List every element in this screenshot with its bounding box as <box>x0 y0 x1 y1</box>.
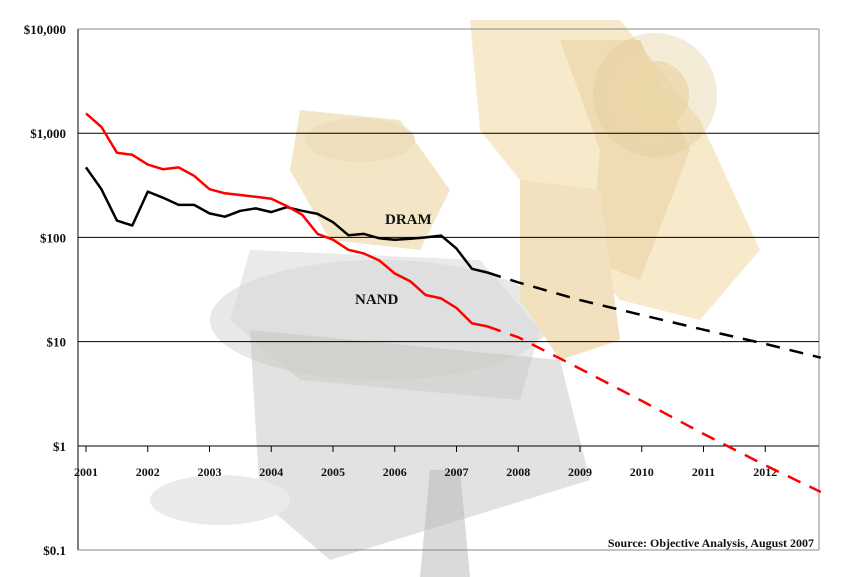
series-lines <box>84 112 822 494</box>
x-tick-label: 2002 <box>136 465 160 479</box>
y-tick-labels: $10,000 $1,000 $100 $10 $1 $0.1 <box>24 22 66 558</box>
x-tick-label: 2005 <box>321 465 345 479</box>
y-tick-label: $10,000 <box>24 22 66 37</box>
y-tick-label: $1 <box>53 439 66 454</box>
y-tick-label: $1,000 <box>30 126 66 141</box>
nand-annotation: NAND <box>355 292 398 308</box>
x-tick-label: 2009 <box>568 465 592 479</box>
x-tick-label: 2003 <box>198 465 222 479</box>
plot-area <box>77 28 820 551</box>
y-tick-label: $10 <box>47 335 67 350</box>
x-tick-label: 2004 <box>259 465 283 479</box>
x-tick-label: 2011 <box>692 465 715 479</box>
y-tick-label: $0.1 <box>43 543 66 558</box>
x-tick-label: 2012 <box>753 465 777 479</box>
dram-forecast-line <box>487 271 822 359</box>
y-gridlines <box>78 132 819 343</box>
nand-forecast-line <box>486 325 822 494</box>
x-tick-label: 2006 <box>383 465 407 479</box>
nand-actual-line <box>85 112 488 328</box>
x-tick-labels: 2001 2002 2003 2004 2005 2006 2007 2008 2009 2010… <box>74 465 777 479</box>
microscope-background-image <box>150 20 760 577</box>
x-ticks <box>85 446 766 452</box>
x-tick-label: 2010 <box>630 465 654 479</box>
source-note: Source: Objective Analysis, August 2007 <box>608 536 814 550</box>
dram-annotation: DRAM <box>385 212 432 228</box>
x-tick-label: 2001 <box>74 465 98 479</box>
y-tick-label: $100 <box>40 230 66 245</box>
x-tick-label: 2008 <box>506 465 530 479</box>
x-tick-label: 2007 <box>445 465 469 479</box>
